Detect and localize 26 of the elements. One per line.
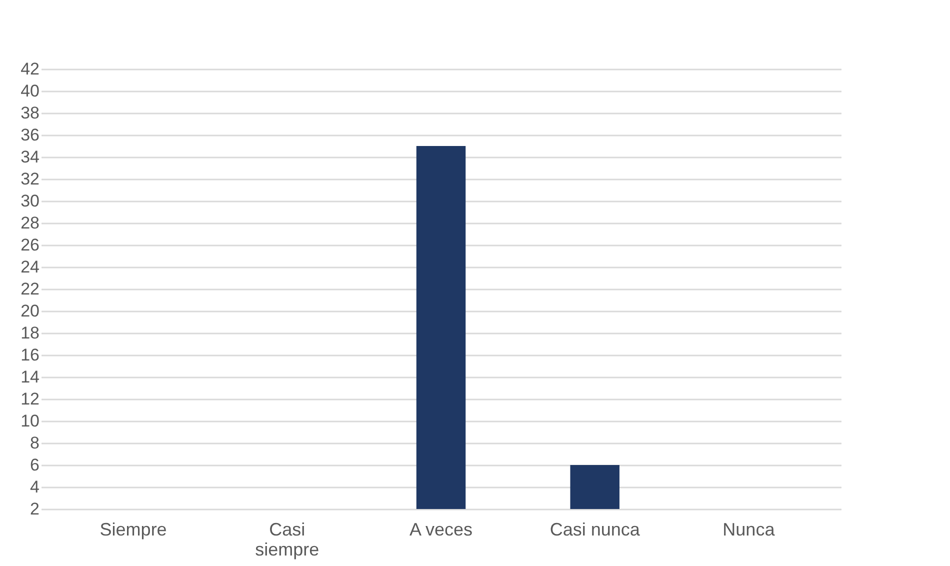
- y-tick-label: 18: [20, 324, 40, 342]
- y-tick-label: 38: [20, 104, 40, 122]
- x-tick-label: Siempre: [100, 520, 167, 540]
- x-tick-label: A veces: [409, 520, 473, 540]
- y-tick-label: 10: [20, 412, 40, 430]
- y-tick-label: 4: [30, 478, 40, 496]
- y-tick-label: 28: [20, 214, 40, 232]
- y-tick-label: 36: [20, 126, 40, 144]
- y-tick-label: 20: [20, 302, 40, 320]
- y-tick-label: 26: [20, 236, 40, 254]
- y-tick-label: 8: [30, 434, 40, 452]
- x-tick-label: Casi nunca: [550, 520, 641, 540]
- y-tick-label: 12: [20, 390, 40, 408]
- y-tick-label: 40: [20, 82, 40, 100]
- y-tick-label: 6: [30, 456, 40, 474]
- y-tick-label: 2: [30, 500, 40, 518]
- y-tick-label: 16: [20, 346, 40, 364]
- x-tick-label: Nunca: [722, 520, 776, 540]
- y-tick-label: 14: [20, 368, 40, 386]
- y-tick-label: 42: [20, 60, 40, 78]
- y-tick-label: 22: [20, 280, 40, 298]
- y-tick-label: 34: [20, 148, 40, 166]
- y-tick-label: 32: [20, 170, 40, 188]
- y-tick-label: 30: [20, 192, 40, 210]
- y-tick-label: 24: [20, 258, 40, 276]
- x-tick-label: Casi siempre: [255, 520, 320, 560]
